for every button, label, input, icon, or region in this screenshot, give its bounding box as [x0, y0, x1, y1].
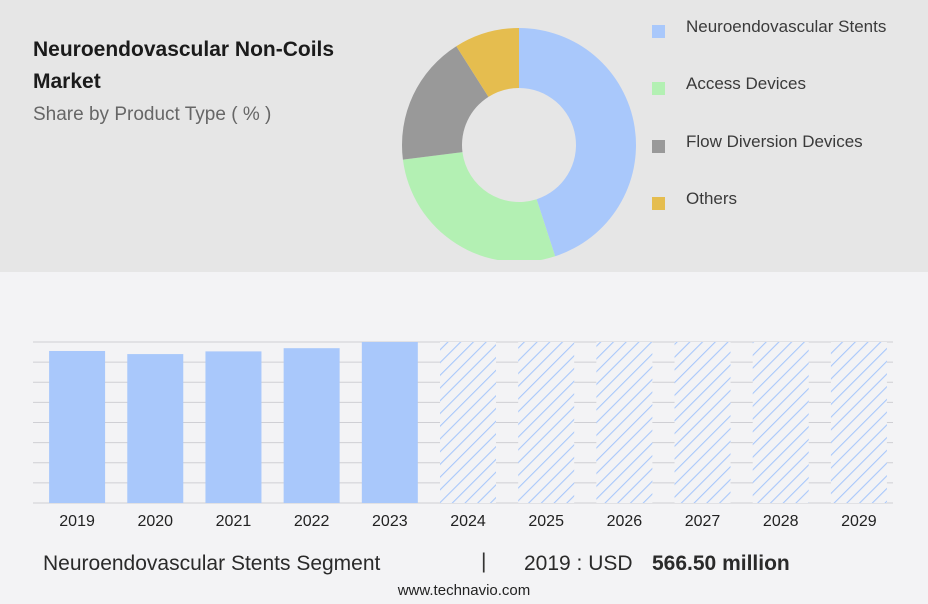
bar-2021: [205, 351, 262, 503]
bar-2029: [830, 342, 887, 503]
legend-item-stents: Neuroendovascular Stents: [652, 18, 896, 38]
x-tick-2026: 2026: [607, 513, 643, 530]
bar-2027: [674, 342, 731, 503]
chart-title: Neuroendovascular Non-Coils Market: [33, 38, 335, 93]
x-tick-2020: 2020: [137, 513, 173, 530]
x-tick-2019: 2019: [59, 513, 95, 530]
bar-2024: [440, 342, 496, 503]
x-tick-2025: 2025: [528, 513, 564, 530]
legend-label-stents: Neuroendovascular Stents: [686, 17, 887, 36]
donut-slice-access: [402, 152, 556, 262]
legend-swatch-others: [652, 197, 665, 210]
x-tick-2027: 2027: [685, 513, 721, 530]
legend-label-access: Access Devices: [686, 74, 806, 93]
footer: Neuroendovascular Stents Segment | 2019 …: [43, 548, 903, 580]
legend-swatch-stents: [652, 25, 665, 38]
bar-2020: [127, 354, 184, 503]
footer-segment-label: Neuroendovascular Stents Segment: [43, 552, 381, 575]
footer-year-label: 2019 : USD: [524, 552, 633, 575]
footer-separator: |: [481, 550, 487, 573]
x-tick-2029: 2029: [841, 513, 877, 530]
bar-2022: [283, 348, 340, 503]
legend-item-others: Others: [652, 190, 896, 210]
bar-2023: [361, 342, 418, 503]
x-tick-2021: 2021: [216, 513, 252, 530]
chart-subtitle: Share by Product Type ( % ): [33, 104, 272, 125]
legend-item-flow: Flow Diversion Devices: [652, 133, 896, 153]
legend-label-others: Others: [686, 189, 738, 208]
bar-2026: [596, 342, 653, 503]
x-tick-2024: 2024: [450, 513, 486, 530]
legend-label-flow: Flow Diversion Devices: [686, 132, 863, 151]
legend-swatch-access: [652, 82, 665, 95]
legend-swatch-flow: [652, 140, 665, 153]
bar-2019: [49, 350, 106, 503]
footer-value: 566.50 million: [652, 552, 790, 575]
x-tick-2028: 2028: [763, 513, 799, 530]
donut-slice-flow: [401, 46, 489, 160]
source-link[interactable]: www.technavio.com: [397, 582, 531, 599]
legend-item-access: Access Devices: [652, 75, 896, 95]
donut-slice-others: [456, 28, 519, 97]
donut-chart: [380, 28, 680, 272]
bar-2025: [518, 342, 575, 503]
x-tick-2023: 2023: [372, 513, 408, 530]
x-tick-2022: 2022: [294, 513, 330, 530]
bar-2028: [752, 342, 809, 503]
donut-slice-stents: [519, 28, 637, 257]
donut-clip-band: [380, 260, 680, 272]
